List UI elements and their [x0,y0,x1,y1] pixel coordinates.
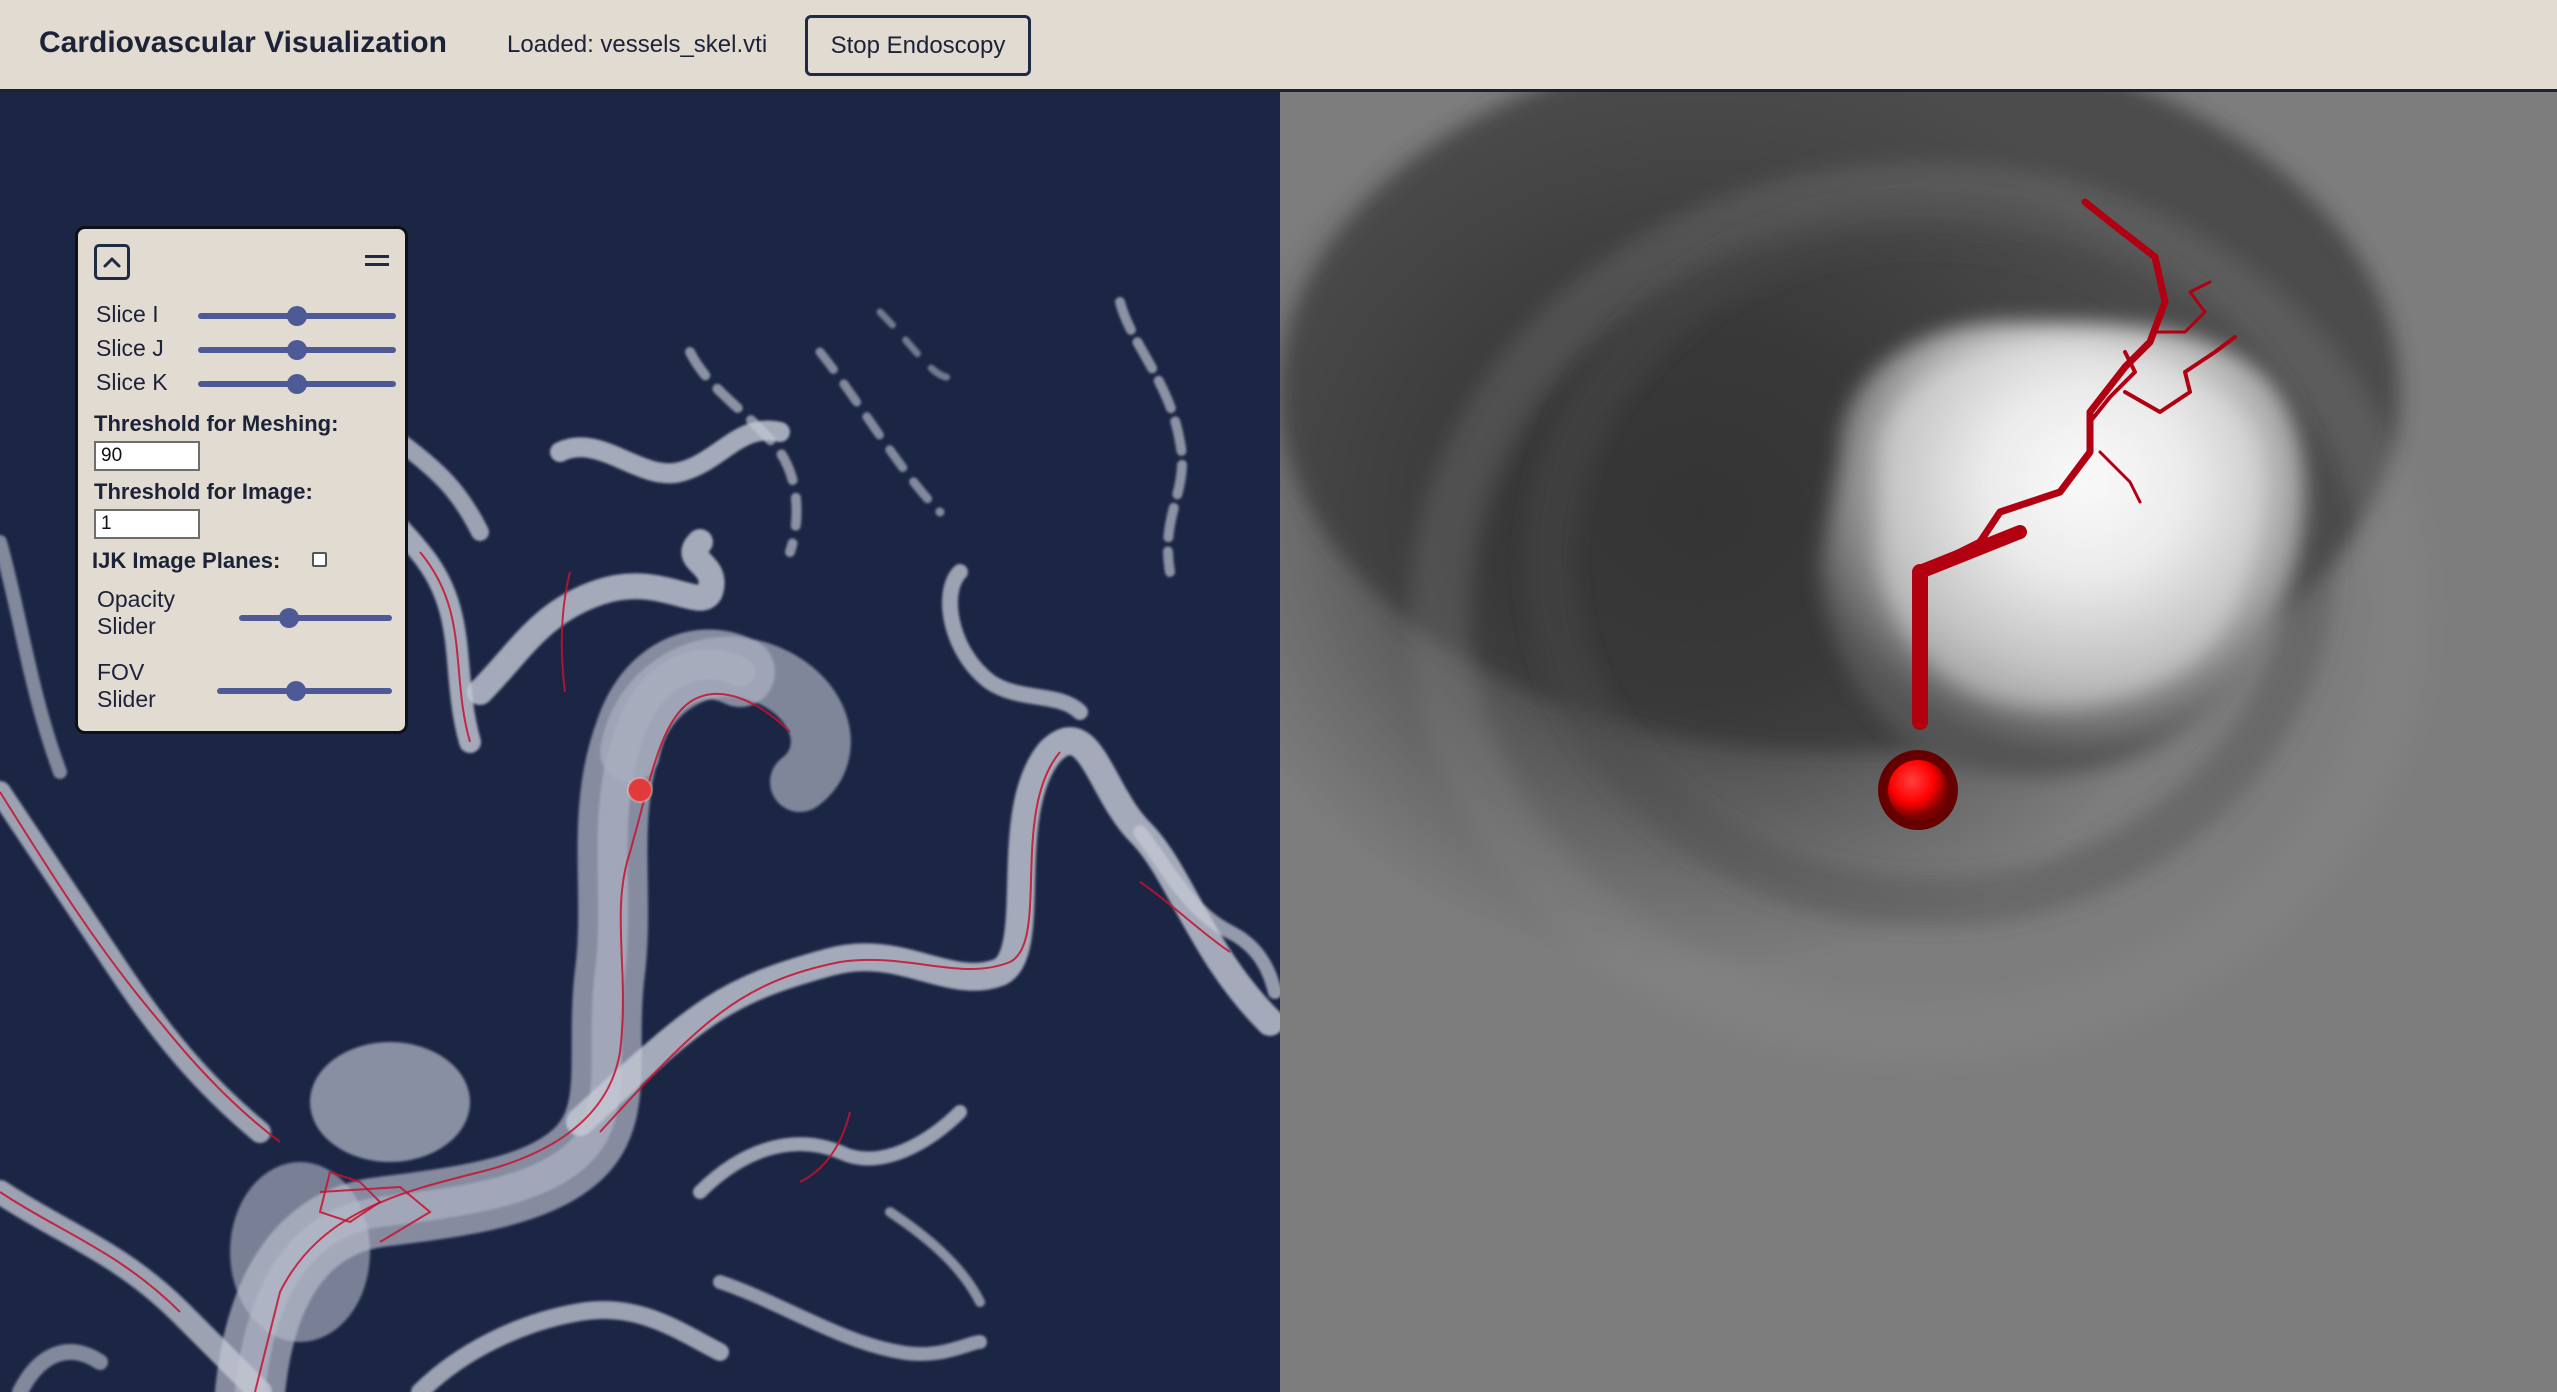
slice-i-label: Slice I [96,301,159,327]
slice-k-label: Slice K [96,369,168,395]
meshing-threshold-label: Threshold for Meshing: [94,411,339,436]
hamburger-icon[interactable] [365,255,389,267]
slice-i-slider-row: Slice I [96,301,396,331]
slice-k-slider-thumb[interactable] [287,374,307,394]
slice-j-label: Slice J [96,335,164,361]
top-bar: Cardiovascular Visualization Loaded: ves… [0,0,2557,92]
vessel-3d-view[interactable]: Slice I Slice J Slice K Threshold for Me… [0,92,1280,1392]
slice-j-slider-row: Slice J [96,335,396,365]
opacity-slider-thumb[interactable] [279,608,300,628]
opacity-slider-track[interactable] [239,615,392,621]
endoscopy-render [1280,92,2430,1062]
opacity-slider-label: Opacity Slider [97,586,175,639]
control-panel: Slice I Slice J Slice K Threshold for Me… [75,226,408,734]
chevron-up-icon [103,257,121,268]
ijk-image-planes-checkbox[interactable] [312,552,327,567]
stop-endoscopy-button[interactable]: Stop Endoscopy [805,15,1031,76]
loaded-file-text: Loaded: vessels_skel.vti [507,31,768,58]
ijk-image-planes-label: IJK Image Planes: [92,548,281,573]
vessel-render [0,297,1280,1392]
collapse-panel-button[interactable] [94,244,130,280]
fov-slider-label: FOV Slider [97,659,156,712]
image-threshold-input[interactable] [94,509,200,539]
app-title: Cardiovascular Visualization [39,26,447,59]
slice-i-slider-thumb[interactable] [287,306,307,326]
endoscopy-view[interactable] [1280,92,2557,1392]
image-threshold-label: Threshold for Image: [94,479,313,504]
fov-slider-thumb[interactable] [285,681,306,701]
meshing-threshold-input[interactable] [94,441,200,471]
slice-j-slider-thumb[interactable] [287,340,307,360]
slice-k-slider-row: Slice K [96,369,396,399]
